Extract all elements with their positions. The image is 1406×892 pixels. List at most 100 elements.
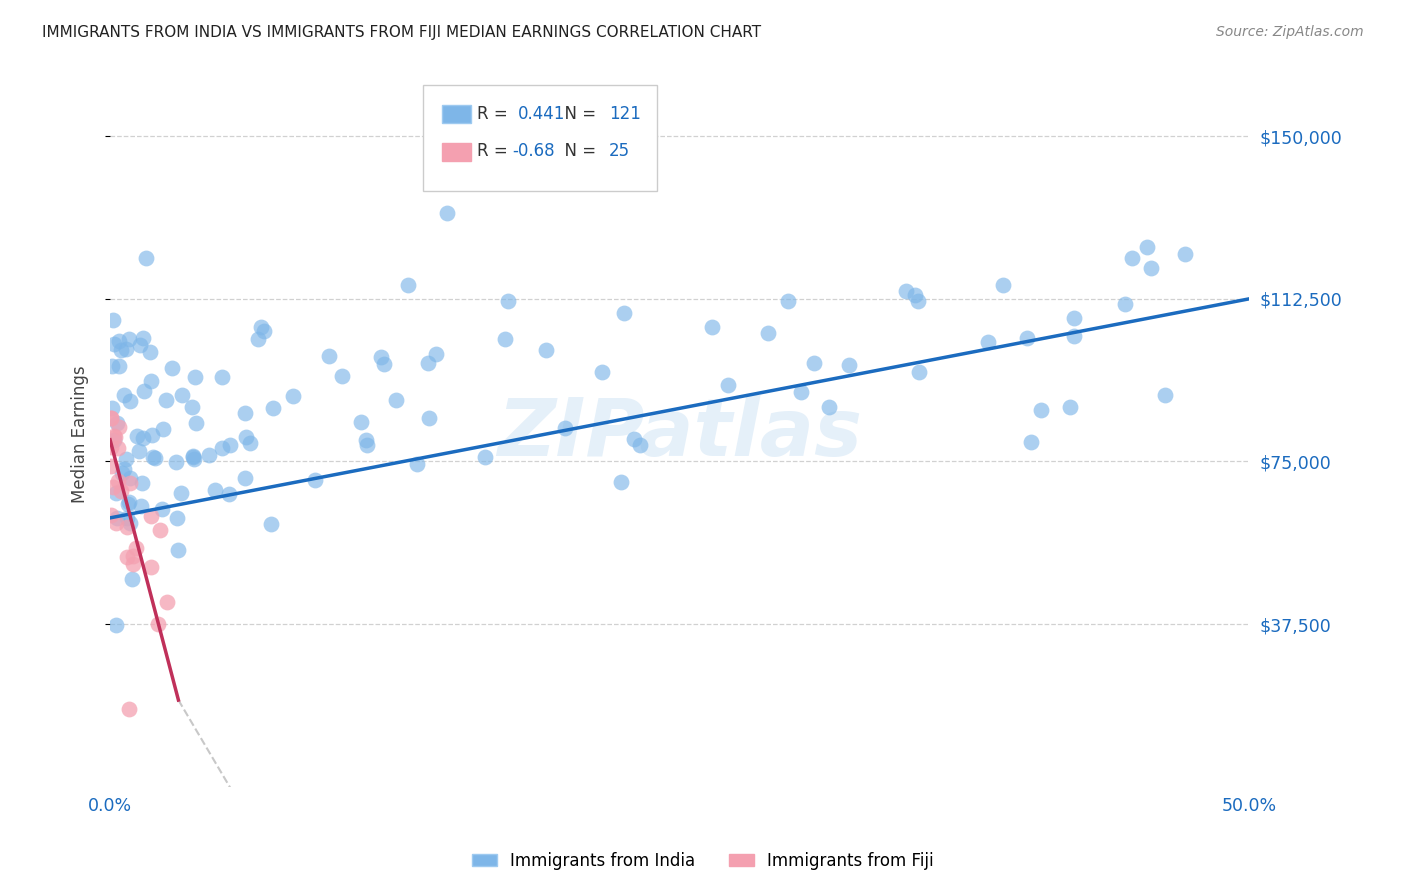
Point: [118, 476, 141, 491]
Point: [991, 278, 1014, 293]
Point: [1015, 331, 1038, 345]
Point: [100, 411, 122, 425]
Point: [184, 370, 207, 384]
Point: [148, 617, 170, 632]
Point: [373, 357, 395, 371]
Point: [101, 359, 124, 373]
Point: [103, 433, 125, 447]
Point: [1063, 310, 1085, 325]
Point: [115, 511, 138, 525]
Point: [167, 542, 190, 557]
Point: [385, 392, 408, 407]
Point: [776, 293, 799, 308]
Point: [181, 449, 204, 463]
Point: [112, 461, 135, 475]
Point: [1174, 246, 1197, 260]
FancyBboxPatch shape: [441, 143, 471, 161]
Point: [1121, 252, 1143, 266]
Text: R =: R =: [477, 142, 513, 160]
Point: [152, 422, 174, 436]
Point: [105, 486, 128, 500]
Point: [134, 384, 156, 398]
Point: [118, 495, 141, 509]
Point: [114, 451, 136, 466]
Legend: Immigrants from India, Immigrants from Fiji: Immigrants from India, Immigrants from F…: [465, 846, 941, 877]
Point: [131, 499, 153, 513]
Point: [803, 356, 825, 370]
Point: [104, 618, 127, 632]
Point: [211, 369, 233, 384]
Point: [262, 401, 284, 415]
Point: [121, 572, 143, 586]
Point: [165, 455, 187, 469]
Point: [139, 559, 162, 574]
Point: [977, 334, 1000, 349]
Point: [204, 483, 226, 498]
Point: [156, 595, 179, 609]
Point: [120, 471, 142, 485]
Point: [1140, 260, 1163, 275]
Text: 121: 121: [609, 104, 641, 122]
Point: [105, 511, 128, 525]
Point: [139, 509, 162, 524]
Point: [104, 430, 127, 444]
Point: [149, 523, 172, 537]
Point: [436, 206, 458, 220]
Point: [100, 440, 122, 454]
Point: [253, 324, 276, 338]
Point: [142, 450, 165, 464]
Point: [908, 365, 931, 379]
Text: 0.441: 0.441: [517, 104, 565, 122]
Point: [132, 430, 155, 444]
Point: [239, 436, 262, 450]
Point: [155, 393, 177, 408]
Point: [183, 451, 205, 466]
Point: [628, 438, 651, 452]
Point: [135, 251, 157, 265]
Point: [132, 331, 155, 345]
Point: [129, 338, 152, 352]
Point: [105, 416, 128, 430]
Point: [1114, 297, 1136, 311]
Point: [112, 388, 135, 402]
Point: [494, 332, 516, 346]
Point: [332, 369, 354, 384]
Point: [127, 429, 149, 443]
Point: [700, 320, 723, 334]
FancyBboxPatch shape: [441, 105, 471, 123]
Point: [418, 356, 440, 370]
Point: [418, 411, 440, 425]
Point: [233, 471, 256, 485]
Y-axis label: Median Earnings: Median Earnings: [72, 366, 89, 503]
Point: [818, 400, 841, 414]
Point: [186, 417, 208, 431]
Point: [1063, 328, 1085, 343]
Point: [1135, 240, 1157, 254]
Point: [105, 516, 128, 530]
Point: [111, 466, 134, 480]
Point: [115, 549, 138, 564]
Point: [591, 365, 613, 379]
Point: [128, 444, 150, 458]
Point: [474, 450, 496, 465]
Point: [107, 419, 129, 434]
Point: [536, 343, 558, 357]
Point: [356, 437, 378, 451]
Point: [496, 294, 519, 309]
Point: [117, 332, 139, 346]
Point: [131, 475, 153, 490]
Text: ZIPatlas: ZIPatlas: [498, 395, 862, 474]
Point: [150, 502, 173, 516]
Point: [114, 342, 136, 356]
Point: [350, 415, 373, 429]
Point: [304, 473, 326, 487]
Point: [139, 375, 162, 389]
Text: -0.68: -0.68: [512, 142, 555, 160]
Point: [118, 393, 141, 408]
Point: [117, 497, 139, 511]
Point: [108, 334, 131, 348]
Point: [166, 511, 188, 525]
Text: R =: R =: [477, 104, 513, 122]
Point: [110, 343, 132, 357]
Point: [103, 312, 125, 326]
